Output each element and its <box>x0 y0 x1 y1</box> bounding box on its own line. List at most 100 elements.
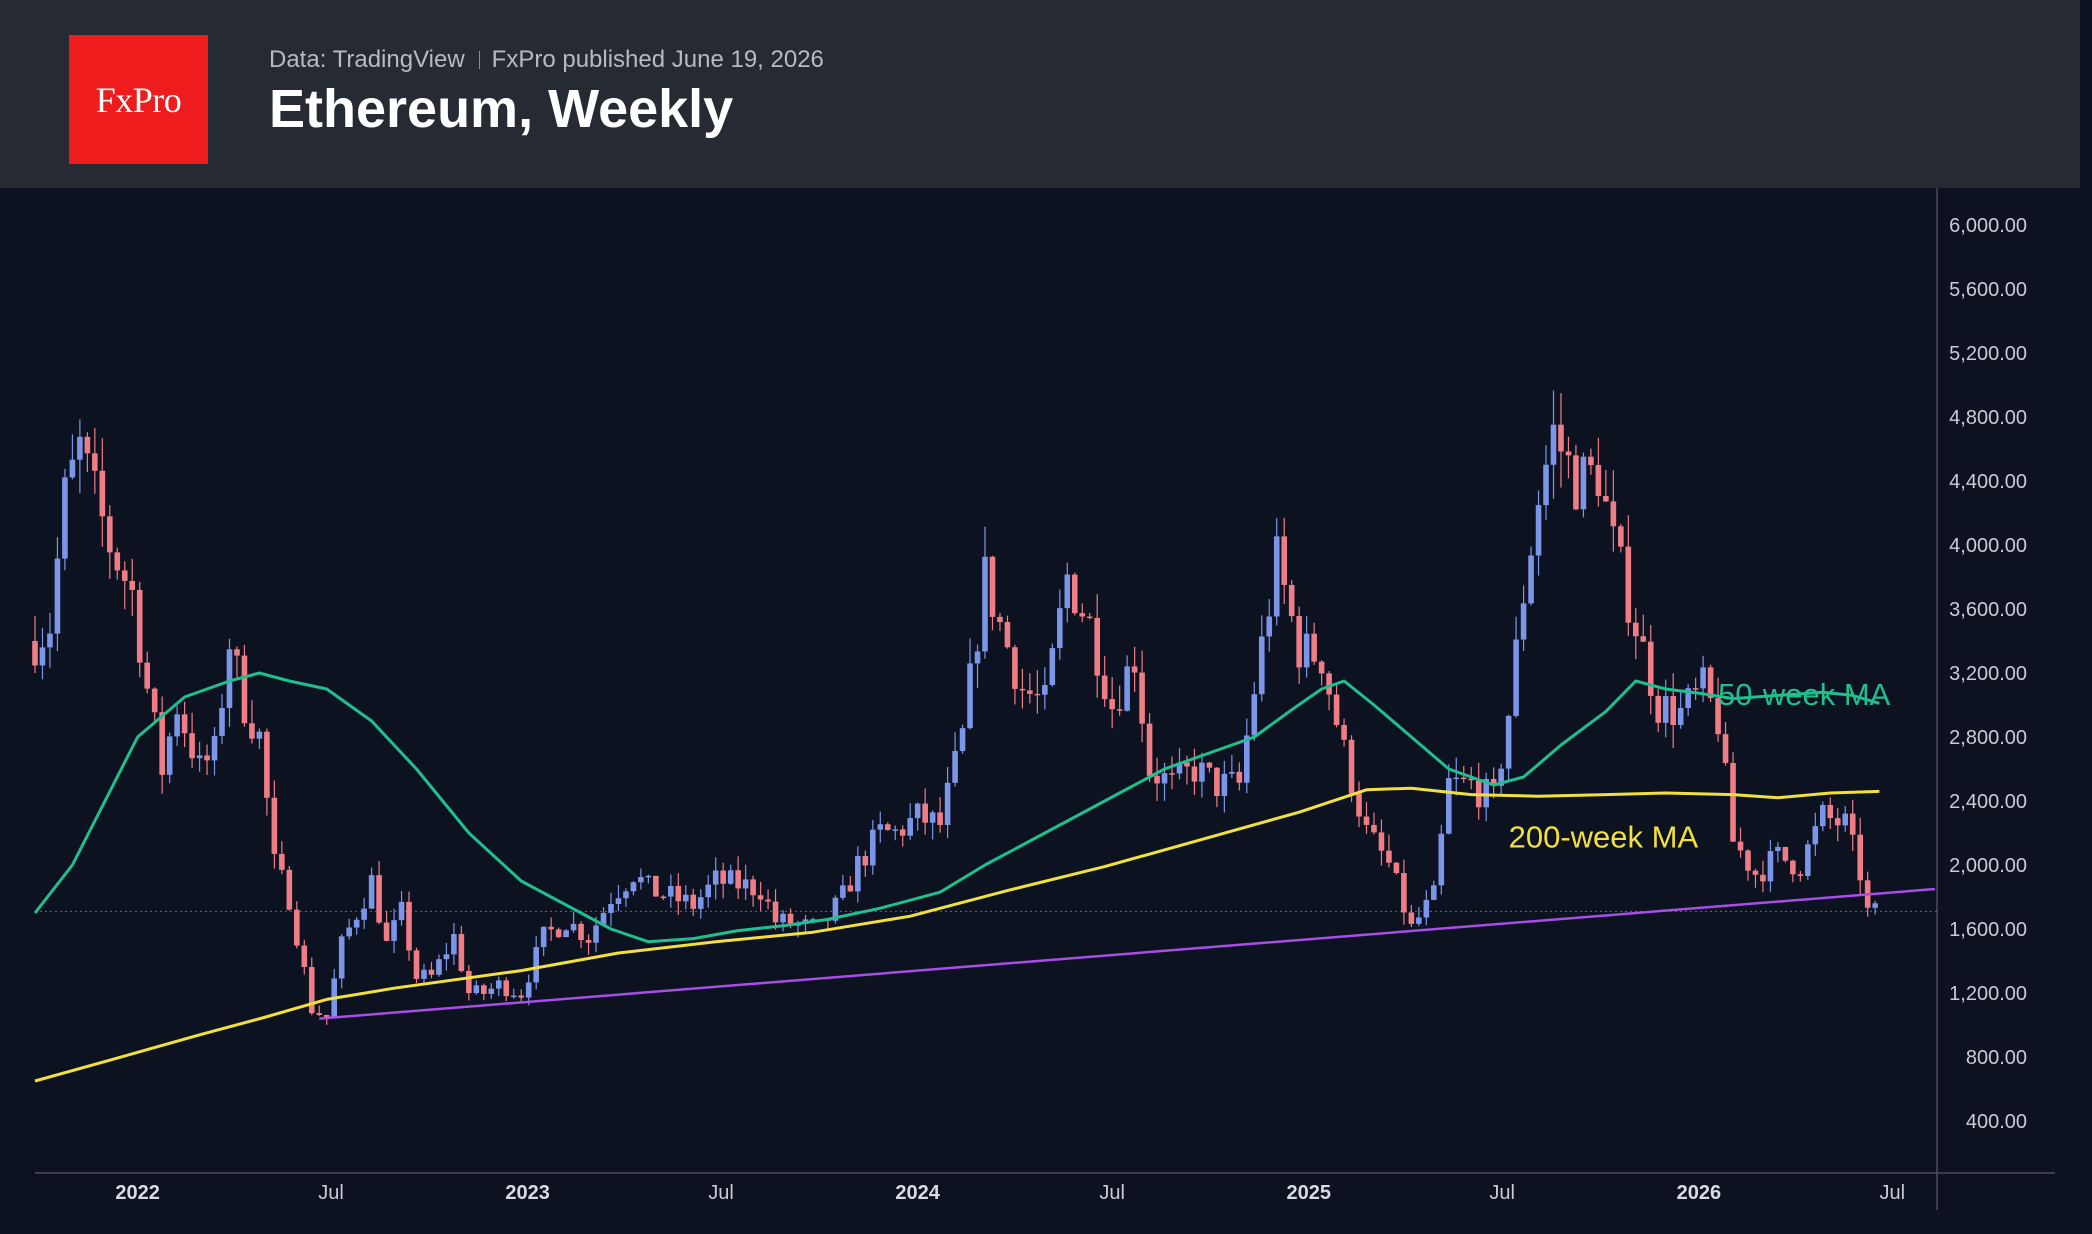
candle-body <box>757 895 764 900</box>
candle-body <box>279 853 285 870</box>
candle-body <box>174 714 180 737</box>
candle-body <box>346 927 352 937</box>
candle-body <box>241 655 248 724</box>
candle-body <box>1618 526 1624 547</box>
candle-body <box>181 714 188 734</box>
candle-body <box>922 803 928 823</box>
candle-body <box>742 879 749 889</box>
candle-body <box>323 1014 330 1018</box>
candle-body <box>1715 698 1721 735</box>
candle-body <box>1401 873 1407 913</box>
candle-body <box>712 870 719 885</box>
candles <box>32 390 1878 1025</box>
candle-body <box>353 919 360 928</box>
candle-body <box>234 649 240 656</box>
candle-body <box>540 926 547 948</box>
candle-body <box>189 733 195 759</box>
candle-body <box>1849 813 1856 835</box>
candle-body <box>869 829 876 866</box>
candle-body <box>1191 766 1198 782</box>
candle-body <box>840 885 846 898</box>
candle-body <box>1236 771 1243 783</box>
candle-body <box>1258 636 1265 695</box>
candle-body <box>1737 841 1744 851</box>
candle-body <box>1266 616 1273 637</box>
candle-body <box>997 616 1003 623</box>
y-tick-label: 3,200.00 <box>1949 663 2027 685</box>
candle-body <box>1498 768 1504 786</box>
meta-separator <box>478 51 480 69</box>
candle-body <box>623 891 629 899</box>
candle-body <box>720 870 726 884</box>
x-tick-label: 2024 <box>895 1182 940 1204</box>
x-tick-label: 2023 <box>505 1182 550 1204</box>
candle-body <box>974 651 981 664</box>
candle-body <box>518 995 525 998</box>
candle-body <box>294 909 300 946</box>
fxpro-logo[interactable]: FxPro <box>69 35 208 164</box>
candle-body <box>600 912 607 926</box>
candle-body <box>159 712 165 775</box>
candle-body <box>1184 762 1190 767</box>
candle-body <box>398 901 405 921</box>
candle-body <box>1857 834 1863 881</box>
candle-body <box>765 899 771 902</box>
candle-body <box>1625 546 1632 623</box>
candle-body <box>1483 778 1489 808</box>
candle-body <box>1049 648 1056 686</box>
candle-body <box>1124 666 1130 711</box>
candle-body <box>510 995 517 998</box>
candle-body <box>1311 633 1317 662</box>
candle-body <box>1431 885 1437 900</box>
candle-body <box>413 950 420 979</box>
y-tick-label: 2,400.00 <box>1949 791 2027 813</box>
candle-body <box>406 901 412 951</box>
candle-body <box>219 707 225 736</box>
x-tick-label: Jul <box>1879 1182 1905 1204</box>
candle-body <box>144 662 151 689</box>
candle-body <box>1610 501 1617 527</box>
candle-body <box>750 879 756 896</box>
candle-body <box>1161 773 1168 784</box>
candle-body <box>638 876 644 883</box>
y-tick-label: 6,000.00 <box>1949 215 2027 237</box>
y-tick-label: 2,800.00 <box>1949 727 2027 749</box>
chart-meta: Data: TradingView FxPro published June 19… <box>269 46 824 74</box>
candle-body <box>1251 694 1258 736</box>
candle-body <box>862 856 869 866</box>
candle-body <box>1505 715 1512 769</box>
candle-body <box>1273 536 1280 617</box>
candle-body <box>1520 603 1527 640</box>
candle-body <box>1730 762 1736 842</box>
chart-title: Ethereum, Weekly <box>269 79 734 139</box>
candle-body <box>1086 616 1093 619</box>
published-label: FxPro published June 19, 2026 <box>491 46 824 73</box>
candle-body <box>1745 850 1751 871</box>
candle-body <box>1371 824 1377 833</box>
candle-body <box>1386 850 1392 863</box>
candle-body <box>1004 622 1011 648</box>
candle-body <box>1109 699 1115 710</box>
price-chart[interactable]: 400.00 800.00 1,200.00 1,600.00 2,000.00 2,40… <box>0 188 2080 1234</box>
candle-body <box>1169 773 1175 775</box>
candle-body <box>458 934 465 971</box>
x-tick-label: Jul <box>1489 1182 1515 1204</box>
candle-body <box>660 896 667 899</box>
support-trendline <box>319 887 1936 1020</box>
candle-body <box>1042 685 1048 695</box>
candle-body <box>1348 739 1355 794</box>
candle-body <box>428 969 435 975</box>
candle-body <box>548 926 554 930</box>
candle-body <box>1094 617 1101 676</box>
y-tick-label: 1,200.00 <box>1949 983 2027 1005</box>
candle-body <box>151 688 158 713</box>
candle-body <box>481 985 487 994</box>
candle-body <box>383 922 390 941</box>
candle-body <box>391 920 397 941</box>
candle-body <box>1558 424 1564 452</box>
candle-body <box>1101 675 1108 700</box>
candle-body <box>668 886 674 897</box>
candle-body <box>914 803 921 819</box>
candle-body <box>92 453 98 471</box>
candle-body <box>466 970 472 994</box>
